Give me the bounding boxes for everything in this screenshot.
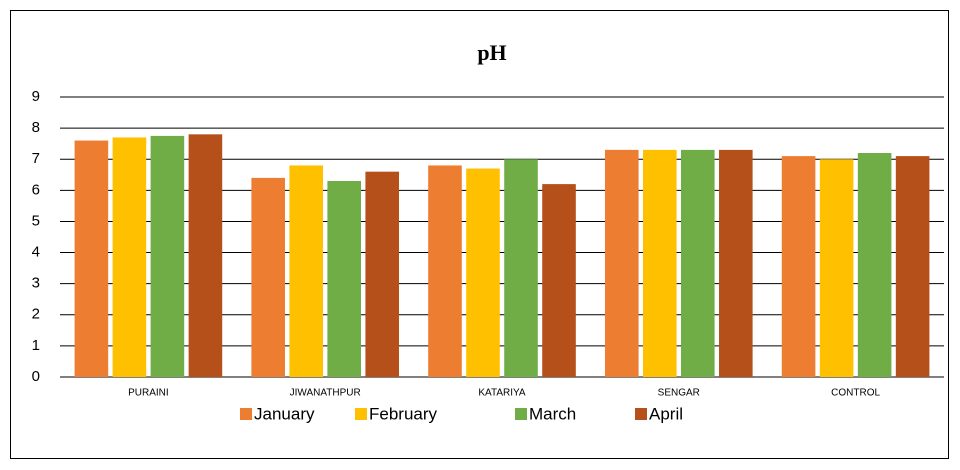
y-tick-label: 8 [32,119,40,136]
bar [642,149,677,377]
bar [819,159,854,377]
bar [504,159,538,377]
y-tick-label: 3 [32,275,40,292]
bar [466,168,500,377]
y-tick-label: 1 [32,337,40,354]
bar [781,156,816,377]
bar [289,165,323,377]
bar [542,184,576,377]
bar [681,149,715,377]
y-tick-label: 2 [32,306,40,323]
bar [327,181,362,377]
x-tick-label: PURAINI [128,388,169,399]
bar [857,153,892,377]
bar [150,135,185,377]
y-tick-label: 5 [32,212,40,229]
bar [428,165,462,377]
bar [112,137,147,377]
legend-label: February [369,404,438,423]
y-tick-label: 6 [32,181,40,198]
legend-swatch [515,408,527,420]
y-tick-label: 7 [32,150,40,167]
legend-label: January [254,404,315,423]
x-tick-label: SENGAR [658,388,700,399]
legend-label: March [529,404,576,423]
legend-swatch [355,408,367,420]
bar [604,149,639,377]
y-tick-label: 0 [32,368,40,385]
bar [188,134,223,377]
legend-swatch [240,408,252,420]
y-tick-label: 4 [32,244,40,261]
legend-label: April [649,404,683,423]
x-tick-label: KATARIYA [478,388,526,399]
legend-swatch [635,408,647,420]
bar [365,171,400,377]
y-tick-label: 9 [32,88,40,105]
bar [251,177,285,377]
chart-title: pH [477,40,506,65]
bar [74,140,109,377]
x-tick-label: JIWANATHPUR [290,388,361,399]
bar [719,149,753,377]
x-tick-label: CONTROL [831,388,880,399]
bar [895,156,930,377]
